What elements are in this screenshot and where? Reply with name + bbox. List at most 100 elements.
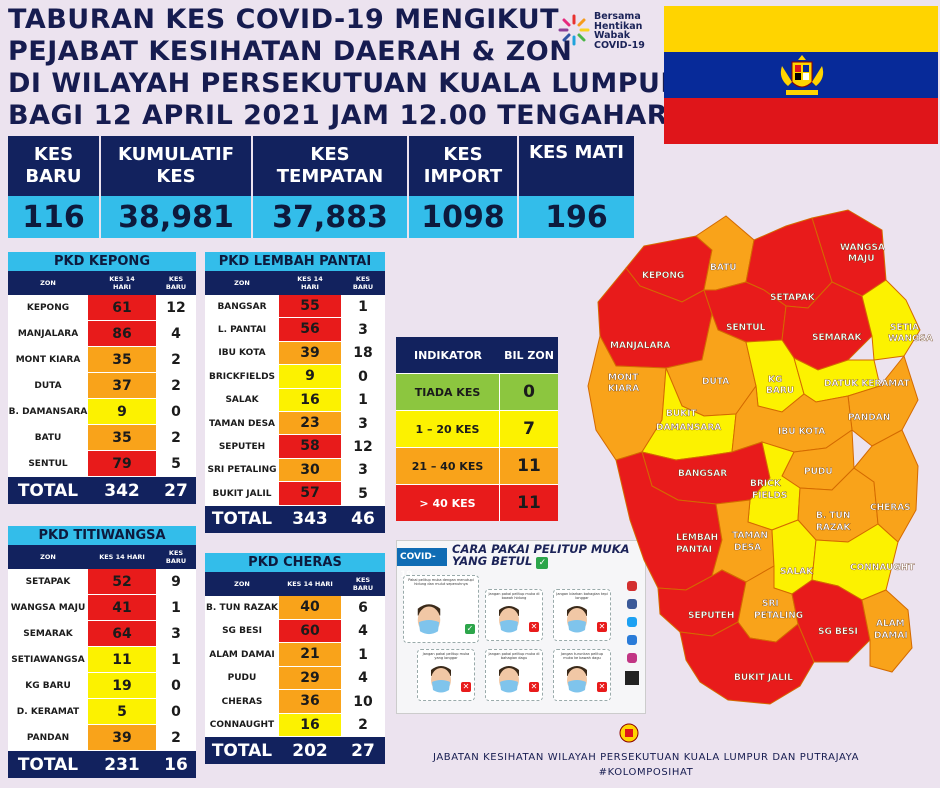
map-label-lembah: LEMBAH (676, 533, 718, 543)
mask-title: CARA PAKAI PELITUP MUKA YANG BETUL ✓ (452, 543, 630, 569)
flag-red-band (664, 98, 938, 144)
col-kes-baru: KES BARU (165, 275, 187, 291)
total-kes-14-hari: 231 (104, 754, 140, 775)
table-row: BUKIT JALIL 57 5 (205, 482, 385, 506)
region-bukit-jalil (679, 621, 815, 705)
table-row: SRI PETALING 30 3 (205, 458, 385, 483)
map-label-pudu: PUDU (804, 467, 833, 477)
header-kes-baru: KES BARU (8, 136, 101, 196)
row-kes-14-hari: 40 (279, 596, 341, 620)
wrong-icon: ✕ (529, 622, 539, 632)
qr-code-icon (625, 671, 639, 685)
row-zone-name: D. KERAMAT (16, 707, 80, 717)
row-kes-baru: 2 (171, 730, 181, 746)
row-kes-baru: 3 (358, 462, 368, 479)
map-label-batu: BATU (710, 263, 737, 273)
row-kes-14-hari: 35 (88, 347, 156, 373)
page-title: TABURAN KES COVID-19 MENGIKUT PEJABAT KE… (8, 4, 682, 132)
map-label-salak: SALAK (780, 567, 814, 577)
table-row: CONNAUGHT 16 2 (205, 713, 385, 737)
indicator-header: INDIKATOR BIL ZON (396, 337, 558, 373)
row-kes-baru: 1 (358, 392, 368, 409)
row-zone-name: PANDAN (26, 733, 70, 743)
mask-card: Jangan biarkan bahagian tepi longgar ✕ (553, 589, 611, 641)
wrong-icon: ✕ (461, 682, 471, 692)
table-row: B. TUN RAZAK 40 6 (205, 596, 385, 620)
indicator-count: 0 (500, 373, 558, 410)
region-alam-damai (861, 589, 913, 673)
row-kes-14-hari: 16 (279, 388, 341, 412)
mask-card-caption: Jangan pakai pelitup muka yang longgar (422, 652, 470, 660)
map-label-ibu-kota: IBU KOTA (778, 427, 825, 437)
header-kumulatif: KUMULATIF KES (101, 136, 253, 196)
col-zon: ZON (40, 553, 56, 561)
total-kes-14-hari: 343 (292, 509, 328, 530)
mask-title-line-2: YANG BETUL (452, 554, 533, 568)
pkd-title: PKD CHERAS (205, 553, 385, 572)
total-kes-baru: 27 (351, 740, 375, 761)
footer-line-1: JABATAN KESIHATAN WILAYAH PERSEKUTUAN KU… (432, 752, 860, 763)
row-zone-name: SETAPAK (25, 577, 71, 587)
row-kes-14-hari: 16 (279, 713, 341, 737)
table-row: KG BARU 19 0 (8, 673, 196, 699)
row-kes-14-hari: 52 (88, 569, 156, 595)
pkd-column-header: ZON KES 14 HARI KES BARU (205, 271, 385, 295)
row-zone-name: SEPUTEH (218, 442, 266, 453)
header-kes-mati: KES MATI (529, 142, 624, 163)
row-zone-name: ALAM DAMAI (209, 649, 275, 660)
row-kes-14-hari: 9 (88, 399, 156, 425)
row-zone-name: L. PANTAI (217, 325, 267, 336)
flag-yellow-band (664, 6, 938, 52)
mask-card-caption: Jangan biarkan bahagian tepi longgar (556, 592, 608, 600)
row-zone-name: MANJALARA (17, 329, 79, 339)
map-label-b-tun: B. TUN (816, 511, 850, 521)
row-kes-14-hari: 35 (88, 425, 156, 451)
table-row: BRICKFIELDS 9 0 (205, 365, 385, 389)
logo-line-2: Hentikan (594, 20, 643, 32)
map-label-duta: DUTA (702, 377, 729, 387)
col-zon: ZON (234, 279, 250, 287)
row-zone-name: CONNAUGHT (209, 720, 275, 731)
row-zone-name: B. DAMANSARA (8, 407, 88, 417)
row-kes-14-hari: 19 (88, 673, 156, 699)
row-kes-14-hari: 30 (279, 458, 341, 483)
title-line-3: DI WILAYAH PERSEKUTUAN KUALA LUMPUR (8, 68, 682, 99)
table-row: PANDAN 39 2 (8, 725, 196, 751)
summary-table: KES BARU KUMULATIF KES KES TEMPATAN KES … (8, 136, 634, 238)
mask-card-caption: Pakai pelitup muka dengan menutupi hidun… (408, 578, 474, 586)
mask-guide-panel: COVID-19 CARA PAKAI PELITUP MUKA YANG BE… (396, 540, 646, 714)
summary-header-row: KES BARU KUMULATIF KES KES TEMPATAN KES … (8, 136, 634, 196)
indicator-count: 11 (500, 447, 558, 484)
pkd-column-header: ZON KES 14 HARI KES BARU (8, 271, 196, 295)
table-row: SALAK 16 1 (205, 388, 385, 412)
row-zone-name: BATU (34, 433, 62, 443)
burst-logo-icon (558, 14, 590, 46)
row-zone-name: BUKIT JALIL (212, 488, 272, 499)
table-row: KEPONG 61 12 (8, 295, 196, 321)
row-kes-14-hari: 57 (279, 482, 341, 506)
row-zone-name: SALAK (225, 395, 259, 406)
pkd-title: PKD TITIWANGSA (8, 526, 196, 545)
indicator-header-label: INDIKATOR (413, 348, 483, 362)
row-zone-name: SRI PETALING (207, 465, 277, 476)
row-kes-baru: 1 (358, 298, 368, 315)
mask-covid-tag: COVID-19 (397, 548, 447, 580)
table-row: IBU KOTA 39 18 (205, 341, 385, 366)
row-kes-baru: 1 (171, 652, 181, 668)
mask-card-caption: Jangan pakai pelitup muka di bawah hidun… (488, 592, 540, 600)
instagram-icon (627, 653, 637, 663)
table-row: SEPUTEH 58 12 (205, 435, 385, 459)
logo-line-3: Wabak (594, 30, 631, 41)
wrong-icon: ✕ (597, 622, 607, 632)
face-with-mask-icon (431, 666, 451, 693)
face-with-mask-icon (417, 604, 441, 635)
row-kes-baru: 4 (171, 326, 181, 342)
table-row: BATU 35 2 (8, 425, 196, 451)
map-label-connaught: CONNAUGHT (850, 563, 915, 573)
row-kes-14-hari: 36 (279, 690, 341, 714)
total-kes-baru: 27 (164, 480, 188, 501)
mask-card: Pakai pelitup muka dengan menutupi hidun… (403, 575, 479, 643)
indicator-label: > 40 KES (396, 484, 500, 521)
total-kes-14-hari: 202 (292, 740, 328, 761)
row-kes-baru: 2 (171, 352, 181, 368)
